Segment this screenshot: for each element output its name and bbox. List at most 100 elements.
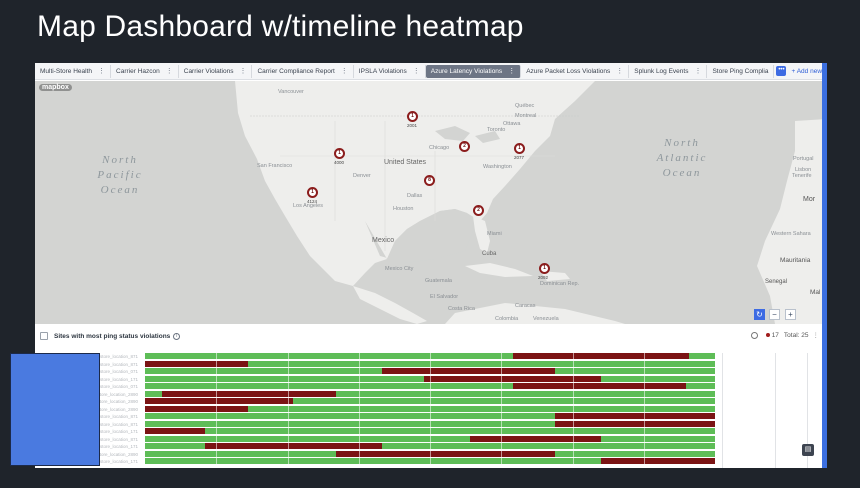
tab-item[interactable]: Store Ping Complia	[707, 64, 775, 78]
total-count: Total: 25	[783, 331, 809, 339]
country-label-mexico: Mexico	[372, 237, 395, 244]
violation-segment[interactable]	[601, 458, 715, 464]
tab-menu-icon[interactable]: ⋮	[508, 68, 516, 75]
tab-item[interactable]: Azure Packet Loss Violations ⋮	[521, 64, 630, 78]
violation-segment[interactable]	[512, 383, 687, 389]
select-checkbox[interactable]	[40, 332, 48, 340]
tab-item[interactable]: Multi-Store Health ⋮	[35, 64, 112, 78]
heatmap-row-label: store_location_871	[99, 436, 138, 442]
panel-menu-icon[interactable]: ⋮	[812, 332, 820, 339]
map-marker[interactable]: 1	[514, 143, 525, 154]
tab-label: Store Ping Complia	[712, 67, 769, 75]
heatmap-row-label: store_location_071	[99, 369, 138, 374]
tab-item[interactable]: IPSLA Violations ⋮	[354, 64, 426, 78]
country-label-costa-rica: Costa Rica	[448, 306, 475, 312]
tab-menu-icon[interactable]: ⋮	[340, 68, 348, 75]
heatmap-row-label: store_location_171	[99, 459, 138, 464]
violation-segment[interactable]	[335, 450, 556, 457]
heatmap-row-label: store_location_2890	[97, 451, 138, 457]
map-marker[interactable]: 2	[473, 205, 484, 216]
city-label-denver: Denver	[353, 173, 371, 179]
map-marker[interactable]: 2	[459, 141, 470, 152]
tab-menu-icon[interactable]: ⋮	[616, 68, 624, 75]
violation-segment[interactable]	[145, 428, 205, 434]
panel-toolbar: 17 Total: 25 ⋮	[750, 331, 820, 339]
map-marker[interactable]: 1	[407, 111, 418, 122]
heatmap-row-label: store_location_871	[99, 421, 138, 427]
tab-label: Carrier Violations	[183, 67, 234, 75]
map-marker[interactable]: 1	[539, 263, 550, 274]
add-new-tab-button[interactable]: + Add new	[791, 67, 823, 75]
city-label-quebec: Québec	[515, 103, 535, 109]
search-icon[interactable]	[750, 331, 758, 339]
map-land-svg	[35, 81, 827, 324]
city-label-tenerife: Tenerife	[792, 173, 812, 179]
window-edge-accent	[822, 63, 827, 468]
country-label-cuba: Cuba	[482, 251, 497, 257]
heatmap-row-label: store_location_171	[99, 444, 138, 449]
violation-segment[interactable]	[555, 420, 715, 427]
heatmap-row-label: store_location_171	[99, 429, 138, 434]
map-view[interactable]: mapbox North Pacific Ocean North Atlanti…	[35, 81, 827, 324]
timeline-heatmap: store_location_871 store_location_871 stor…	[35, 353, 827, 468]
map-reset-button[interactable]: ↻	[754, 309, 765, 320]
tab-item[interactable]: Azure Latency Violations ⋮	[425, 64, 522, 78]
country-label-dominican: Dominican Rep.	[540, 281, 580, 287]
ocean-line: Atlantic	[656, 152, 708, 164]
tab-item[interactable]: Splunk Log Events ⋮	[629, 64, 708, 78]
violation-segment[interactable]	[145, 398, 294, 404]
tab-item[interactable]: Carrier Violations ⋮	[179, 64, 253, 78]
tab-menu-icon[interactable]: ⋮	[412, 68, 420, 75]
tab-item[interactable]: Carrier Compliance Report ⋮	[252, 64, 354, 78]
violation-segment[interactable]	[424, 375, 601, 382]
document-icon[interactable]: ▤	[802, 444, 814, 456]
violation-dot-icon	[765, 333, 770, 337]
violation-segment[interactable]	[204, 443, 382, 449]
city-label-mexico-city: Mexico City	[385, 266, 414, 272]
tab-item[interactable]: Carrier Hazcon ⋮	[111, 64, 179, 78]
mapbox-logo: mapbox	[39, 84, 72, 91]
violation-segment[interactable]	[145, 360, 248, 367]
tab-menu-icon[interactable]: ⋮	[239, 68, 247, 75]
dashboard-frame: Multi-Store Health ⋮ Carrier Hazcon ⋮ Carrie…	[35, 63, 827, 468]
violation-count: 17	[771, 331, 779, 339]
map-marker[interactable]: 8	[424, 175, 435, 186]
tab-label: IPSLA Violations	[358, 67, 407, 75]
country-label-senegal: Senegal	[765, 279, 788, 285]
city-label-miami: Miami	[487, 231, 502, 237]
heatmap-row-label: store_location_071	[99, 384, 138, 389]
tab-label: Multi-Store Health	[40, 67, 93, 75]
zoom-out-button[interactable]: −	[769, 309, 780, 320]
city-label-guatemala: Guatemala	[425, 278, 452, 284]
marker-label: 4000	[334, 160, 345, 165]
zoom-in-button[interactable]: +	[785, 309, 796, 320]
tab-menu-icon[interactable]: ⋮	[165, 68, 173, 75]
time-gridline	[358, 353, 360, 468]
tab-label: Splunk Log Events	[634, 67, 689, 75]
violation-segment[interactable]	[162, 390, 336, 397]
tab-label: Carrier Hazcon	[116, 67, 160, 75]
city-label-dallas: Dallas	[407, 193, 423, 199]
divider	[807, 353, 808, 468]
slide-title: Map Dashboard w/timeline heatmap	[37, 10, 524, 43]
time-gridline	[501, 353, 503, 468]
map-marker[interactable]: 1	[334, 148, 345, 159]
info-icon[interactable]: i	[173, 332, 181, 340]
city-label-toronto: Toronto	[487, 127, 506, 133]
ocean-line: Ocean	[662, 167, 702, 179]
violation-segment[interactable]	[512, 353, 690, 359]
more-tabs-button[interactable]: •••	[776, 66, 787, 76]
tab-menu-icon[interactable]: ⋮	[98, 68, 106, 75]
tab-menu-icon[interactable]: ⋮	[694, 68, 702, 75]
map-marker[interactable]: 1	[307, 187, 318, 198]
violation-segment[interactable]	[381, 368, 556, 374]
violation-segment[interactable]	[145, 405, 248, 412]
violation-segment[interactable]	[555, 413, 715, 419]
heatmap-row-label: store_location_871	[99, 361, 138, 367]
tab-label: Azure Latency Violations	[430, 67, 503, 75]
city-label-lisbon: Lisbon	[795, 167, 812, 173]
overlay-block	[10, 353, 100, 466]
city-label-houston: Houston	[393, 206, 414, 212]
heatmap-row-label: store_location_871	[99, 354, 138, 359]
violation-segment[interactable]	[469, 435, 601, 442]
